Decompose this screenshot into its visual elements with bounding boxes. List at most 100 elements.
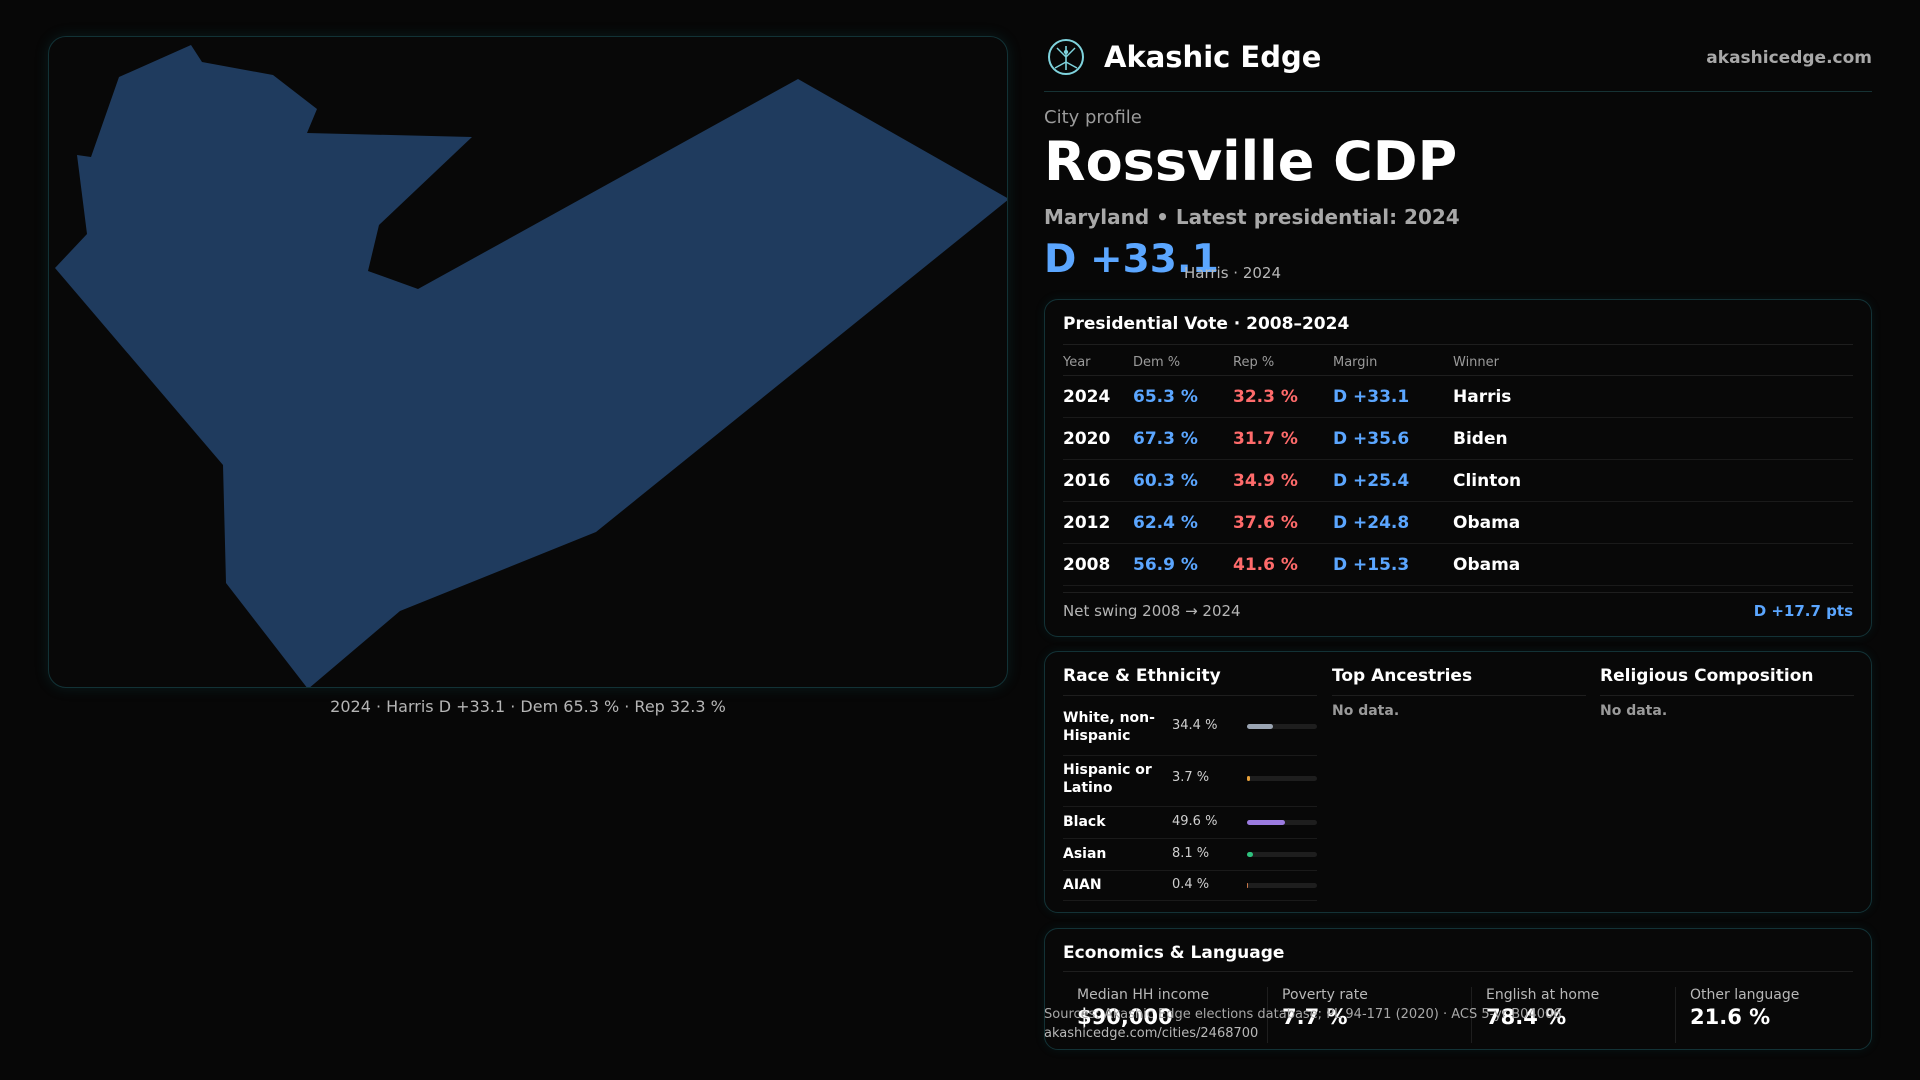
section-title: Religious Composition [1600,666,1814,686]
stat-label: Median HH income [1077,987,1210,1003]
page-subtitle: Maryland • Latest presidential: 2024 [1044,205,1460,229]
stat-value: 78.4 % [1486,1005,1567,1029]
year-cell: 2020 [1063,429,1111,449]
page-url-link[interactable]: akashicedge.com/cities/2468700 [1044,1026,1259,1041]
table-header: Year Dem % Rep % Margin Winner [1063,350,1853,376]
race-value: 8.1 % [1172,846,1210,861]
race-label: Asian [1063,846,1107,862]
rep-cell: 41.6 % [1233,555,1298,575]
year-cell: 2024 [1063,387,1111,407]
dem-cell: 65.3 % [1133,387,1198,407]
divider [1600,695,1854,696]
race-list: White, non-Hispanic 34.4 % Hispanic or L… [1063,705,1317,901]
race-bar-fill [1247,776,1250,781]
stat-value: 21.6 % [1690,1005,1771,1029]
stat-value: 7.7 % [1282,1005,1348,1029]
margin-cell: D +15.3 [1333,555,1410,575]
margin-cell: D +25.4 [1333,471,1410,491]
margin-cell: D +35.6 [1333,429,1410,449]
race-value: 0.4 % [1172,877,1210,892]
empty-state: No data. [1600,703,1668,719]
race-bar-fill [1247,883,1249,888]
dem-cell: 67.3 % [1133,429,1198,449]
winner-cell: Obama [1453,555,1521,575]
card-title: Presidential Vote · 2008–2024 [1063,314,1350,334]
section-title: Race & Ethnicity [1063,666,1221,686]
winner-cell: Harris [1453,387,1512,407]
column-header: Winner [1453,355,1500,370]
list-item: White, non-Hispanic 34.4 % [1063,705,1317,756]
winner-cell: Clinton [1453,471,1522,491]
city-map-panel[interactable] [48,36,1008,688]
race-ethnicity-section: Race & Ethnicity White, non-Hispanic 34.… [1063,652,1317,914]
table-row: 2012 62.4 % 37.6 % D +24.8 Obama [1063,502,1853,544]
section-title: Top Ancestries [1332,666,1473,686]
race-bar [1247,724,1317,729]
rep-cell: 34.9 % [1233,471,1298,491]
list-item: AIAN 0.4 % [1063,871,1317,901]
race-bar [1247,820,1317,825]
winner-cell: Biden [1453,429,1508,449]
rep-cell: 32.3 % [1233,387,1298,407]
divider [1063,971,1853,972]
column-header: Margin [1333,355,1378,370]
list-item: Asian 8.1 % [1063,839,1317,871]
brand-url-link[interactable]: akashicedge.com [1706,48,1872,68]
net-swing-value: D +17.7 pts [1753,602,1853,620]
divider [1063,592,1853,593]
stat-english-at-home: English at home 78.4 % [1471,987,1671,1043]
empty-state: No data. [1332,703,1400,719]
race-bar-fill [1247,852,1254,857]
table-row: 2016 60.3 % 34.9 % D +25.4 Clinton [1063,460,1853,502]
stat-label: English at home [1486,987,1600,1003]
latest-margin-note: Harris · 2024 [1184,264,1282,282]
race-label: White, non-Hispanic [1063,710,1155,744]
race-label: AIAN [1063,877,1102,893]
divider [1063,695,1317,696]
dem-cell: 56.9 % [1133,555,1198,575]
year-cell: 2008 [1063,555,1111,575]
page-title: Rossville CDP [1044,130,1458,193]
stat-other-language: Other language 21.6 % [1675,987,1855,1043]
top-ancestries-section: Top Ancestries No data. [1332,652,1586,914]
stat-label: Other language [1690,987,1800,1003]
year-cell: 2016 [1063,471,1111,491]
city-boundary-shape[interactable] [55,45,1008,688]
economics-language-card: Economics & Language Median HH income $9… [1044,928,1872,1050]
list-item: Black 49.6 % [1063,807,1317,839]
table-row: 2024 65.3 % 32.3 % D +33.1 Harris [1063,376,1853,418]
rep-cell: 31.7 % [1233,429,1298,449]
latest-margin: D +33.1 [1044,237,1219,282]
dem-cell: 62.4 % [1133,513,1198,533]
race-label: Black [1063,814,1106,830]
race-label: Hispanic or Latino [1063,762,1152,796]
stat-label: Poverty rate [1282,987,1368,1003]
race-bar [1247,852,1317,857]
winner-cell: Obama [1453,513,1521,533]
margin-cell: D +33.1 [1333,387,1410,407]
stat-median-income: Median HH income $90,000 [1063,987,1263,1043]
presidential-vote-card: Presidential Vote · 2008–2024 Year Dem %… [1044,299,1872,637]
map-caption: 2024 · Harris D +33.1 · Dem 65.3 % · Rep… [330,697,726,716]
religious-composition-section: Religious Composition No data. [1600,652,1854,914]
divider [1063,344,1853,345]
race-bar-fill [1247,820,1286,825]
city-boundary-map[interactable] [49,37,1008,688]
table-row: 2020 67.3 % 31.7 % D +35.6 Biden [1063,418,1853,460]
card-title: Economics & Language [1063,943,1285,963]
race-bar-fill [1247,724,1274,729]
race-value: 34.4 % [1172,718,1218,733]
net-swing-label: Net swing 2008 → 2024 [1063,602,1241,620]
brand-name: Akashic Edge [1104,40,1322,74]
list-item: Hispanic or Latino 3.7 % [1063,756,1317,807]
race-bar [1247,883,1317,888]
dem-cell: 60.3 % [1133,471,1198,491]
tree-of-life-icon[interactable] [1047,38,1085,76]
rep-cell: 37.6 % [1233,513,1298,533]
page-kicker: City profile [1044,107,1142,128]
sources-note: Sources: Akashic Edge elections database… [1044,1007,1562,1022]
year-cell: 2012 [1063,513,1111,533]
brand-header: Akashic Edge akashicedge.com [1044,36,1872,92]
table-row: 2008 56.9 % 41.6 % D +15.3 Obama [1063,544,1853,586]
stat-poverty-rate: Poverty rate 7.7 % [1267,987,1467,1043]
